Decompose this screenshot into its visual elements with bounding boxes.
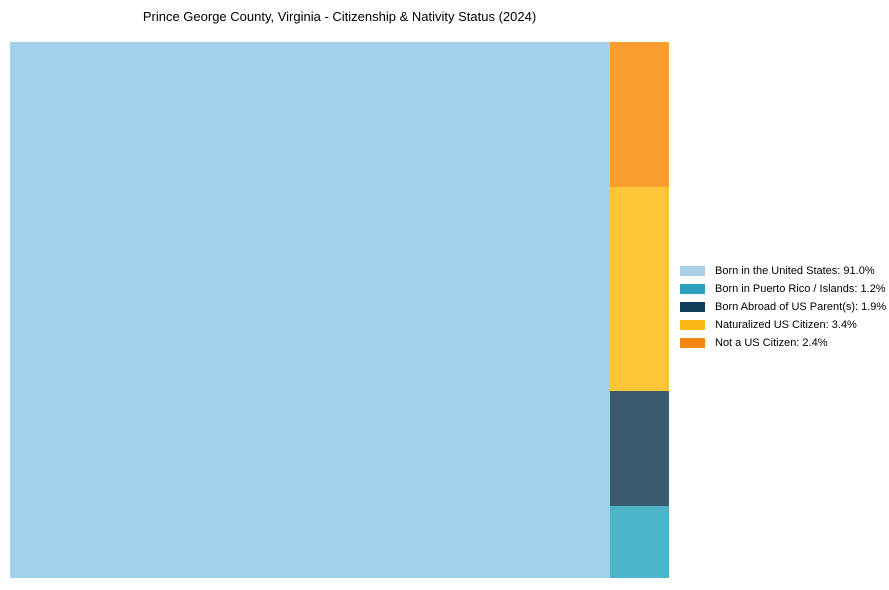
legend-label: Born in Puerto Rico / Islands: 1.2%	[715, 282, 886, 295]
legend-swatch-icon	[680, 320, 705, 330]
treemap-chart	[10, 42, 669, 578]
legend-label: Born in the United States: 91.0%	[715, 264, 875, 277]
legend-swatch-icon	[680, 266, 705, 276]
treemap-rect-born-abroad-of-us-parent-s	[610, 391, 669, 506]
legend-label: Not a US Citizen: 2.4%	[715, 336, 828, 349]
legend-item-naturalized-us-citizen: Naturalized US Citizen: 3.4%	[680, 318, 886, 331]
legend: Born in the United States: 91.0% Born in …	[680, 264, 887, 356]
treemap-rect-naturalized-us-citizen	[610, 186, 669, 392]
chart-title: Prince George County, Virginia - Citizen…	[142, 9, 537, 24]
legend-item-born-abroad-of-us-parent-s: Born Abroad of US Parent(s): 1.9%	[680, 300, 887, 313]
legend-label: Born Abroad of US Parent(s): 1.9%	[715, 300, 887, 313]
legend-item-not-a-us-citizen: Not a US Citizen: 2.4%	[680, 336, 886, 349]
treemap-rect-born-in-the-united-states	[10, 42, 611, 578]
legend-swatch-icon	[680, 284, 705, 294]
treemap-rect-not-a-us-citizen	[610, 42, 669, 187]
legend-label: Naturalized US Citizen: 3.4%	[715, 318, 857, 331]
legend-item-born-in-puerto-rico-islands: Born in Puerto Rico / Islands: 1.2%	[680, 282, 886, 295]
legend-swatch-icon	[680, 338, 705, 348]
legend-item-born-in-the-united-states: Born in the United States: 91.0%	[680, 264, 886, 277]
treemap-rect-born-in-puerto-rico-islands	[610, 505, 669, 578]
legend-swatch-icon	[680, 302, 705, 312]
